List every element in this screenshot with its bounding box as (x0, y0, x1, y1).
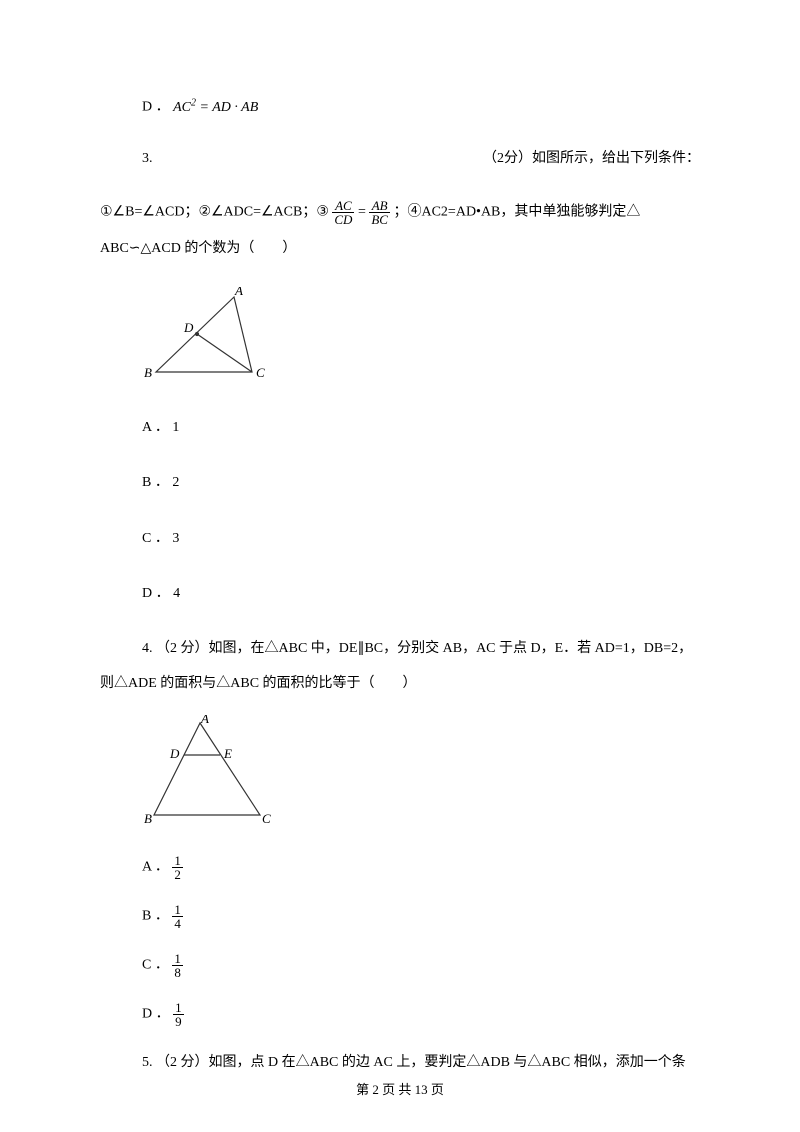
q3-figure: A B C D (100, 287, 700, 387)
triangle-abc-2 (154, 723, 260, 815)
opt-math: AC2 = AD · AB (173, 100, 258, 115)
q3-cond-2: ABC∽△ACD 的个数为（ ） (100, 238, 700, 260)
page-footer: 第 2 页 共 13 页 (0, 1079, 800, 1098)
frac-1-4: 1 4 (172, 903, 183, 930)
q5-stem: 5. （2 分）如图，点 D 在△ABC 的边 AC 上，要判定△ADB 与△A… (100, 1052, 700, 1074)
q3-cond-text: ①∠B=∠ACD；②∠ADC=∠ACB；③ (100, 205, 329, 220)
q3-opt-d: D ． 4 (100, 583, 700, 605)
q2-option-d: D ． AC2 = AD · AB (100, 95, 700, 119)
q4-stem-1: 4. （2 分）如图，在△ABC 中，DE∥BC，分别交 AB，AC 于点 D，… (100, 638, 700, 660)
frac-ab-bc: AB BC (369, 199, 390, 226)
q4-figure: A B C D E (100, 715, 700, 830)
opt-label-b: B ． (142, 909, 172, 924)
opt-label-d: D ． (142, 1007, 173, 1022)
opt-label-a: A ． (142, 860, 172, 875)
frac-1-8: 1 8 (172, 952, 183, 979)
q3-opt-b: B ． 2 (100, 472, 700, 494)
triangle-de-svg: A B C D E (142, 715, 277, 830)
q3-cond-end: ；④AC2=AD•AB，其中单独能够判定△ (393, 205, 640, 220)
q3-num: 3. (142, 148, 153, 170)
q3-stem-1: 3. （2分）如图所示，给出下列条件： (100, 148, 700, 170)
q4-opt-a: A ． 1 2 (100, 854, 700, 881)
q3-cond: ①∠B=∠ACD；②∠ADC=∠ACB；③ AC CD = AB BC ；④AC… (100, 199, 700, 226)
label-e2: E (223, 746, 232, 761)
q4-opt-d: D ． 1 9 (100, 1001, 700, 1028)
q4-opt-b: B ． 1 4 (100, 903, 700, 930)
triangle-abc (156, 297, 252, 372)
label-c: C (256, 365, 265, 380)
frac-1-9: 1 9 (173, 1001, 184, 1028)
label-d: D (183, 320, 194, 335)
q3-opt-a: A ． 1 (100, 417, 700, 439)
q3-opt-c: C ． 3 (100, 528, 700, 550)
point-d (196, 332, 199, 335)
label-c2: C (262, 811, 271, 826)
label-d2: D (169, 746, 180, 761)
label-b2: B (144, 811, 152, 826)
opt-label: D ． (142, 100, 173, 115)
frac-1-2: 1 2 (172, 854, 183, 881)
eq-sign: = (358, 205, 369, 220)
label-b: B (144, 365, 152, 380)
frac-ac-cd: AC CD (332, 199, 354, 226)
opt-label-c: C ． (142, 958, 172, 973)
triangle-acd-svg: A B C D (142, 287, 277, 387)
q3-points: （2分）如图所示，给出下列条件： (483, 148, 700, 170)
q4-opt-c: C ． 1 8 (100, 952, 700, 979)
label-a2: A (200, 715, 209, 726)
label-a: A (234, 287, 243, 298)
q4-stem-2: 则△ADE 的面积与△ABC 的面积的比等于（ ） (100, 673, 700, 695)
